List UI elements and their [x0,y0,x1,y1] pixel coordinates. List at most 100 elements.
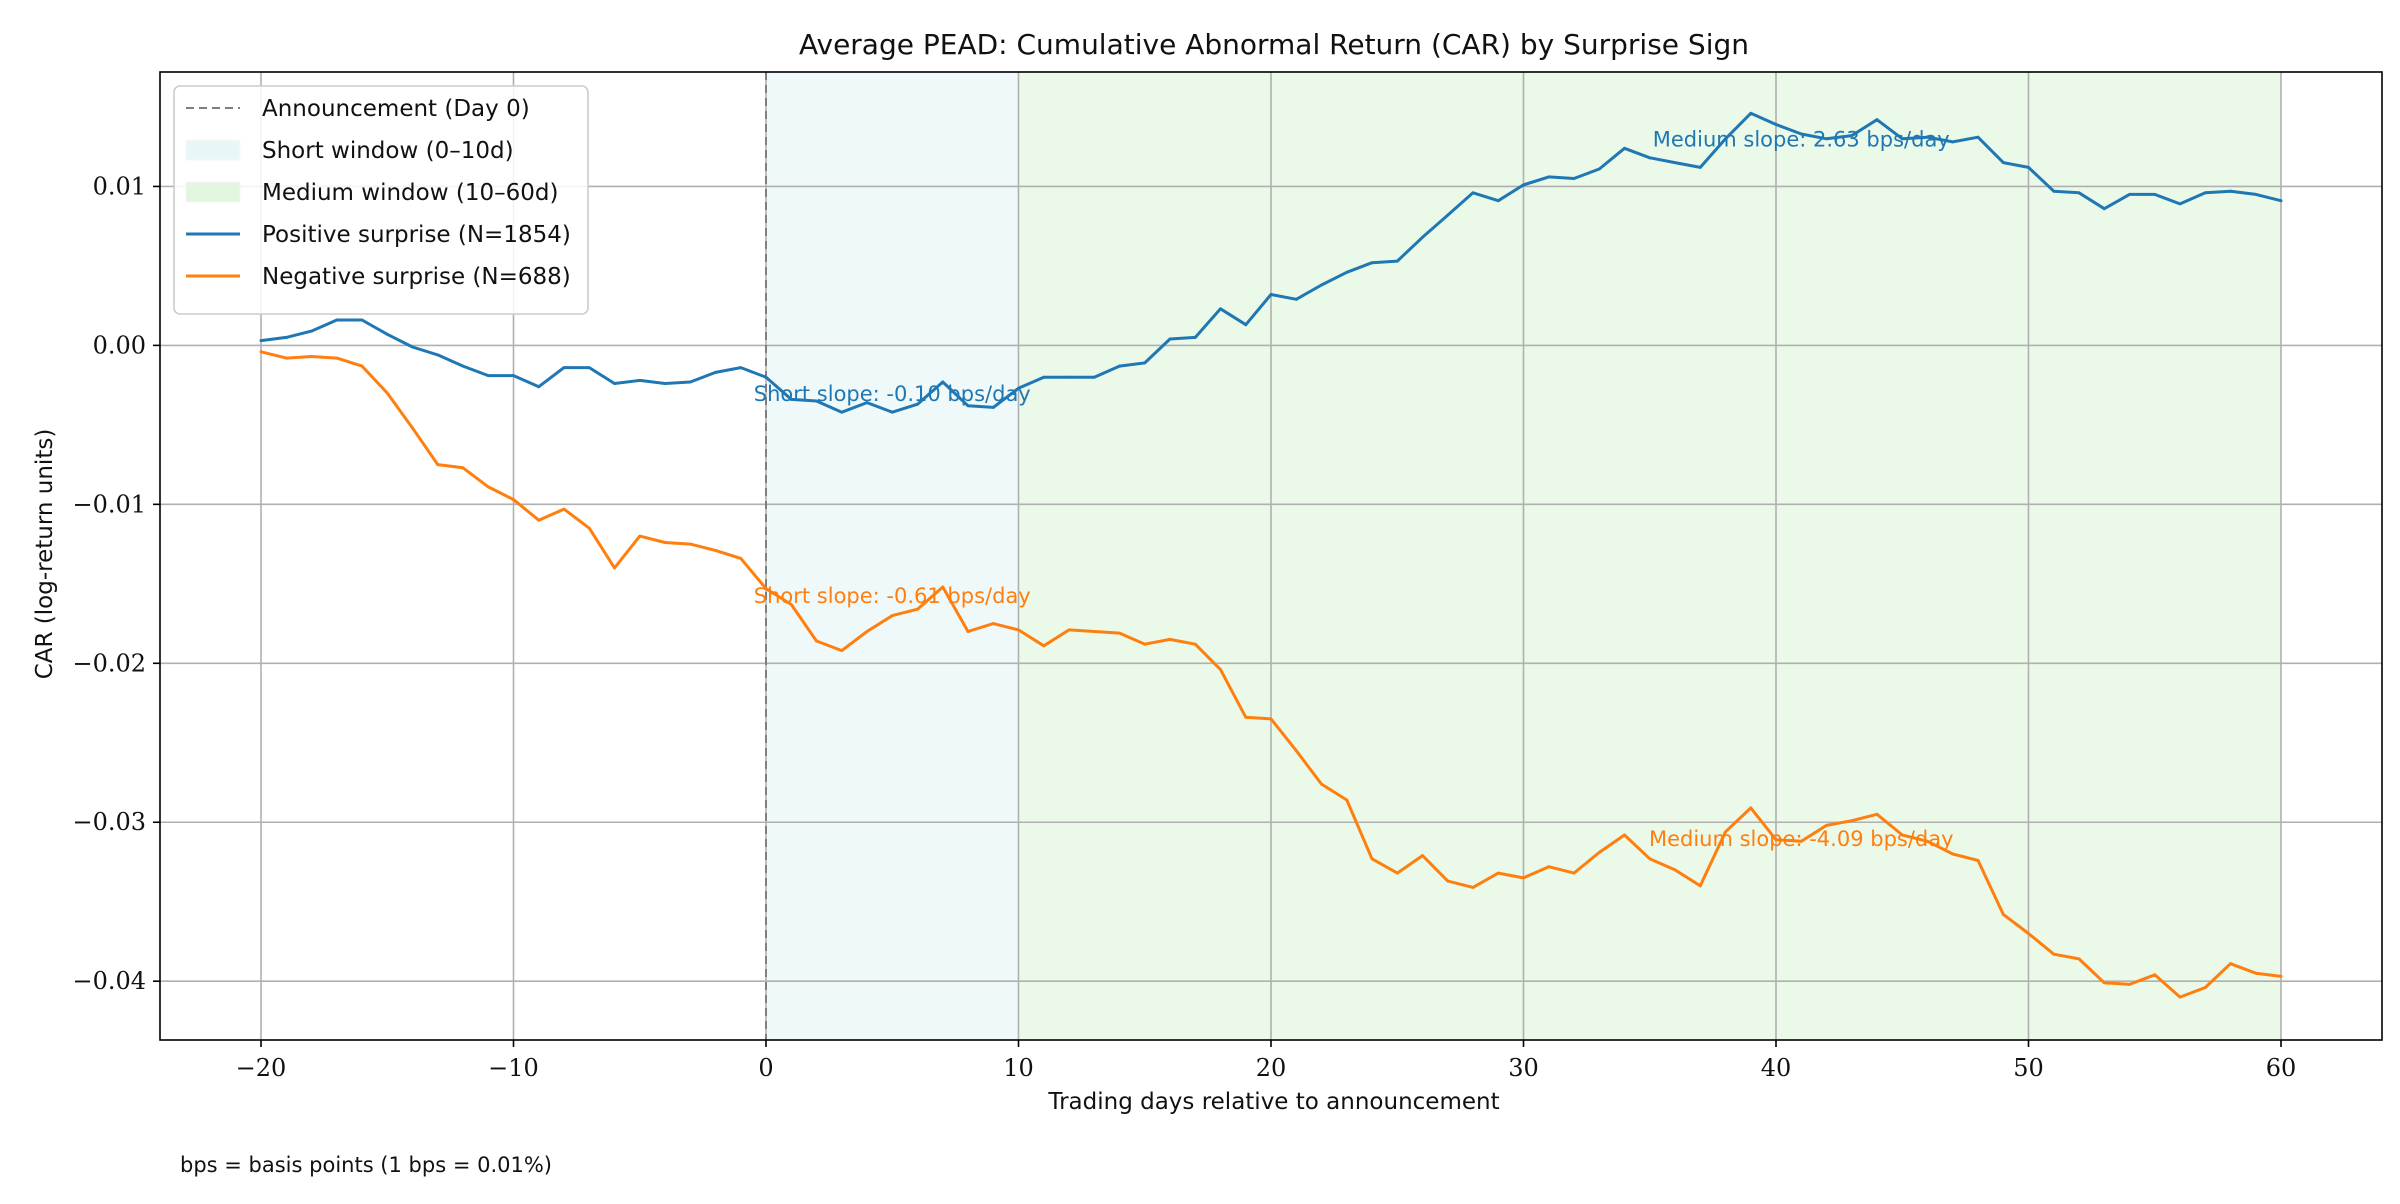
data-point [587,526,591,530]
data-point [865,401,869,405]
data-point [512,498,515,501]
data-point [1875,118,1879,122]
data-point [461,364,465,368]
y-tick-label: −0.01 [72,490,146,518]
series-lines [259,111,2283,999]
data-point [385,332,389,336]
data-point [890,410,894,414]
data-point [1193,642,1197,646]
x-tick-label: 50 [2013,1054,2044,1082]
data-point [1168,337,1172,341]
y-tick-label: −0.02 [72,649,146,677]
data-point [1042,375,1046,379]
x-tick-label: 10 [1003,1054,1034,1082]
data-point [714,371,717,374]
data-point [1698,884,1702,888]
data-point [562,366,566,370]
data-point [1421,854,1424,858]
legend-label: Short window (0–10d) [262,138,514,164]
x-tick-label: 0 [758,1054,773,1082]
y-tick-label: 0.01 [93,172,146,200]
data-point [1219,307,1222,311]
data-point [1471,191,1475,195]
data-point [1774,838,1778,842]
y-tick-label: −0.03 [72,808,146,836]
data-point [1395,871,1399,875]
legend-entry: Short window (0–10d) [185,138,514,164]
data-point [587,366,591,370]
legend-label: Announcement (Day 0) [262,96,530,122]
data-point [941,380,945,384]
x-axis-title: Trading days relative to announcement [1047,1089,1499,1115]
slope-annotation: Medium slope: 2.63 bps/day [1653,128,1950,152]
data-point [2102,981,2106,985]
series-positive-group [259,111,2283,414]
data-point [1900,137,1904,141]
data-point [1345,798,1349,802]
x-tick-label: 40 [1761,1054,1792,1082]
data-point [2027,932,2030,935]
data-point [1320,283,1323,287]
slope-annotations: Medium slope: 2.63 bps/day Short slope: -… [754,128,1954,851]
x-tick-label: 60 [2266,1054,2297,1082]
data-point [1648,156,1652,160]
data-point [2102,207,2106,211]
data-point [1269,293,1273,296]
legend-label: Medium window (10–60d) [262,180,558,206]
short-window-band [766,72,1019,1040]
data-point [1042,644,1046,648]
data-point [385,391,389,395]
data-point [436,353,440,357]
data-point [966,404,970,408]
data-point [789,398,793,401]
legend-swatch [185,181,241,203]
data-point [1976,135,1980,139]
data-point [1875,812,1879,816]
data-point [2178,202,2182,206]
y-tick-label: 0.00 [93,331,146,359]
data-point [2229,962,2232,966]
data-point [1825,137,1828,141]
data-point [1092,630,1096,633]
legend-entry: Positive surprise (N=1854) [186,222,571,248]
data-point [1597,851,1601,854]
data-point [2027,165,2030,169]
data-point [688,380,692,384]
data-point [739,366,743,370]
legend-box [173,85,589,315]
data-point [1471,886,1475,889]
x-tick-label: −20 [236,1054,287,1082]
x-axis-ticks: −20 −10 0 10 20 30 40 50 60 [236,1040,2297,1082]
data-point [1067,628,1071,632]
data-point [1597,167,1601,171]
data-point [2153,973,2157,977]
data-point [411,426,414,430]
data-point [1825,824,1828,827]
legend-label: Negative surprise (N=688) [262,264,571,290]
data-point [310,329,313,333]
data-point [2254,971,2258,975]
data-point [1294,297,1298,301]
data-point [1850,819,1854,823]
x-tick-label: −10 [488,1054,539,1082]
data-point [1850,134,1854,137]
data-point [310,355,313,358]
data-point [739,556,743,560]
data-point [1623,833,1626,837]
data-point [2203,191,2207,195]
data-point [1446,213,1450,217]
data-point [1294,749,1298,753]
data-point [1926,839,1929,843]
data-point [1951,852,1955,856]
data-point [2128,982,2131,986]
data-point [2178,995,2182,999]
y-axis-title: CAR (log-return units) [32,429,58,680]
data-point [1067,375,1071,379]
data-point [2077,957,2081,961]
data-point [2254,192,2258,196]
legend-entry: Announcement (Day 0) [186,96,530,122]
data-point [2128,192,2131,196]
data-point [2001,913,2005,916]
data-point [1724,830,1727,834]
data-point [1673,868,1677,872]
